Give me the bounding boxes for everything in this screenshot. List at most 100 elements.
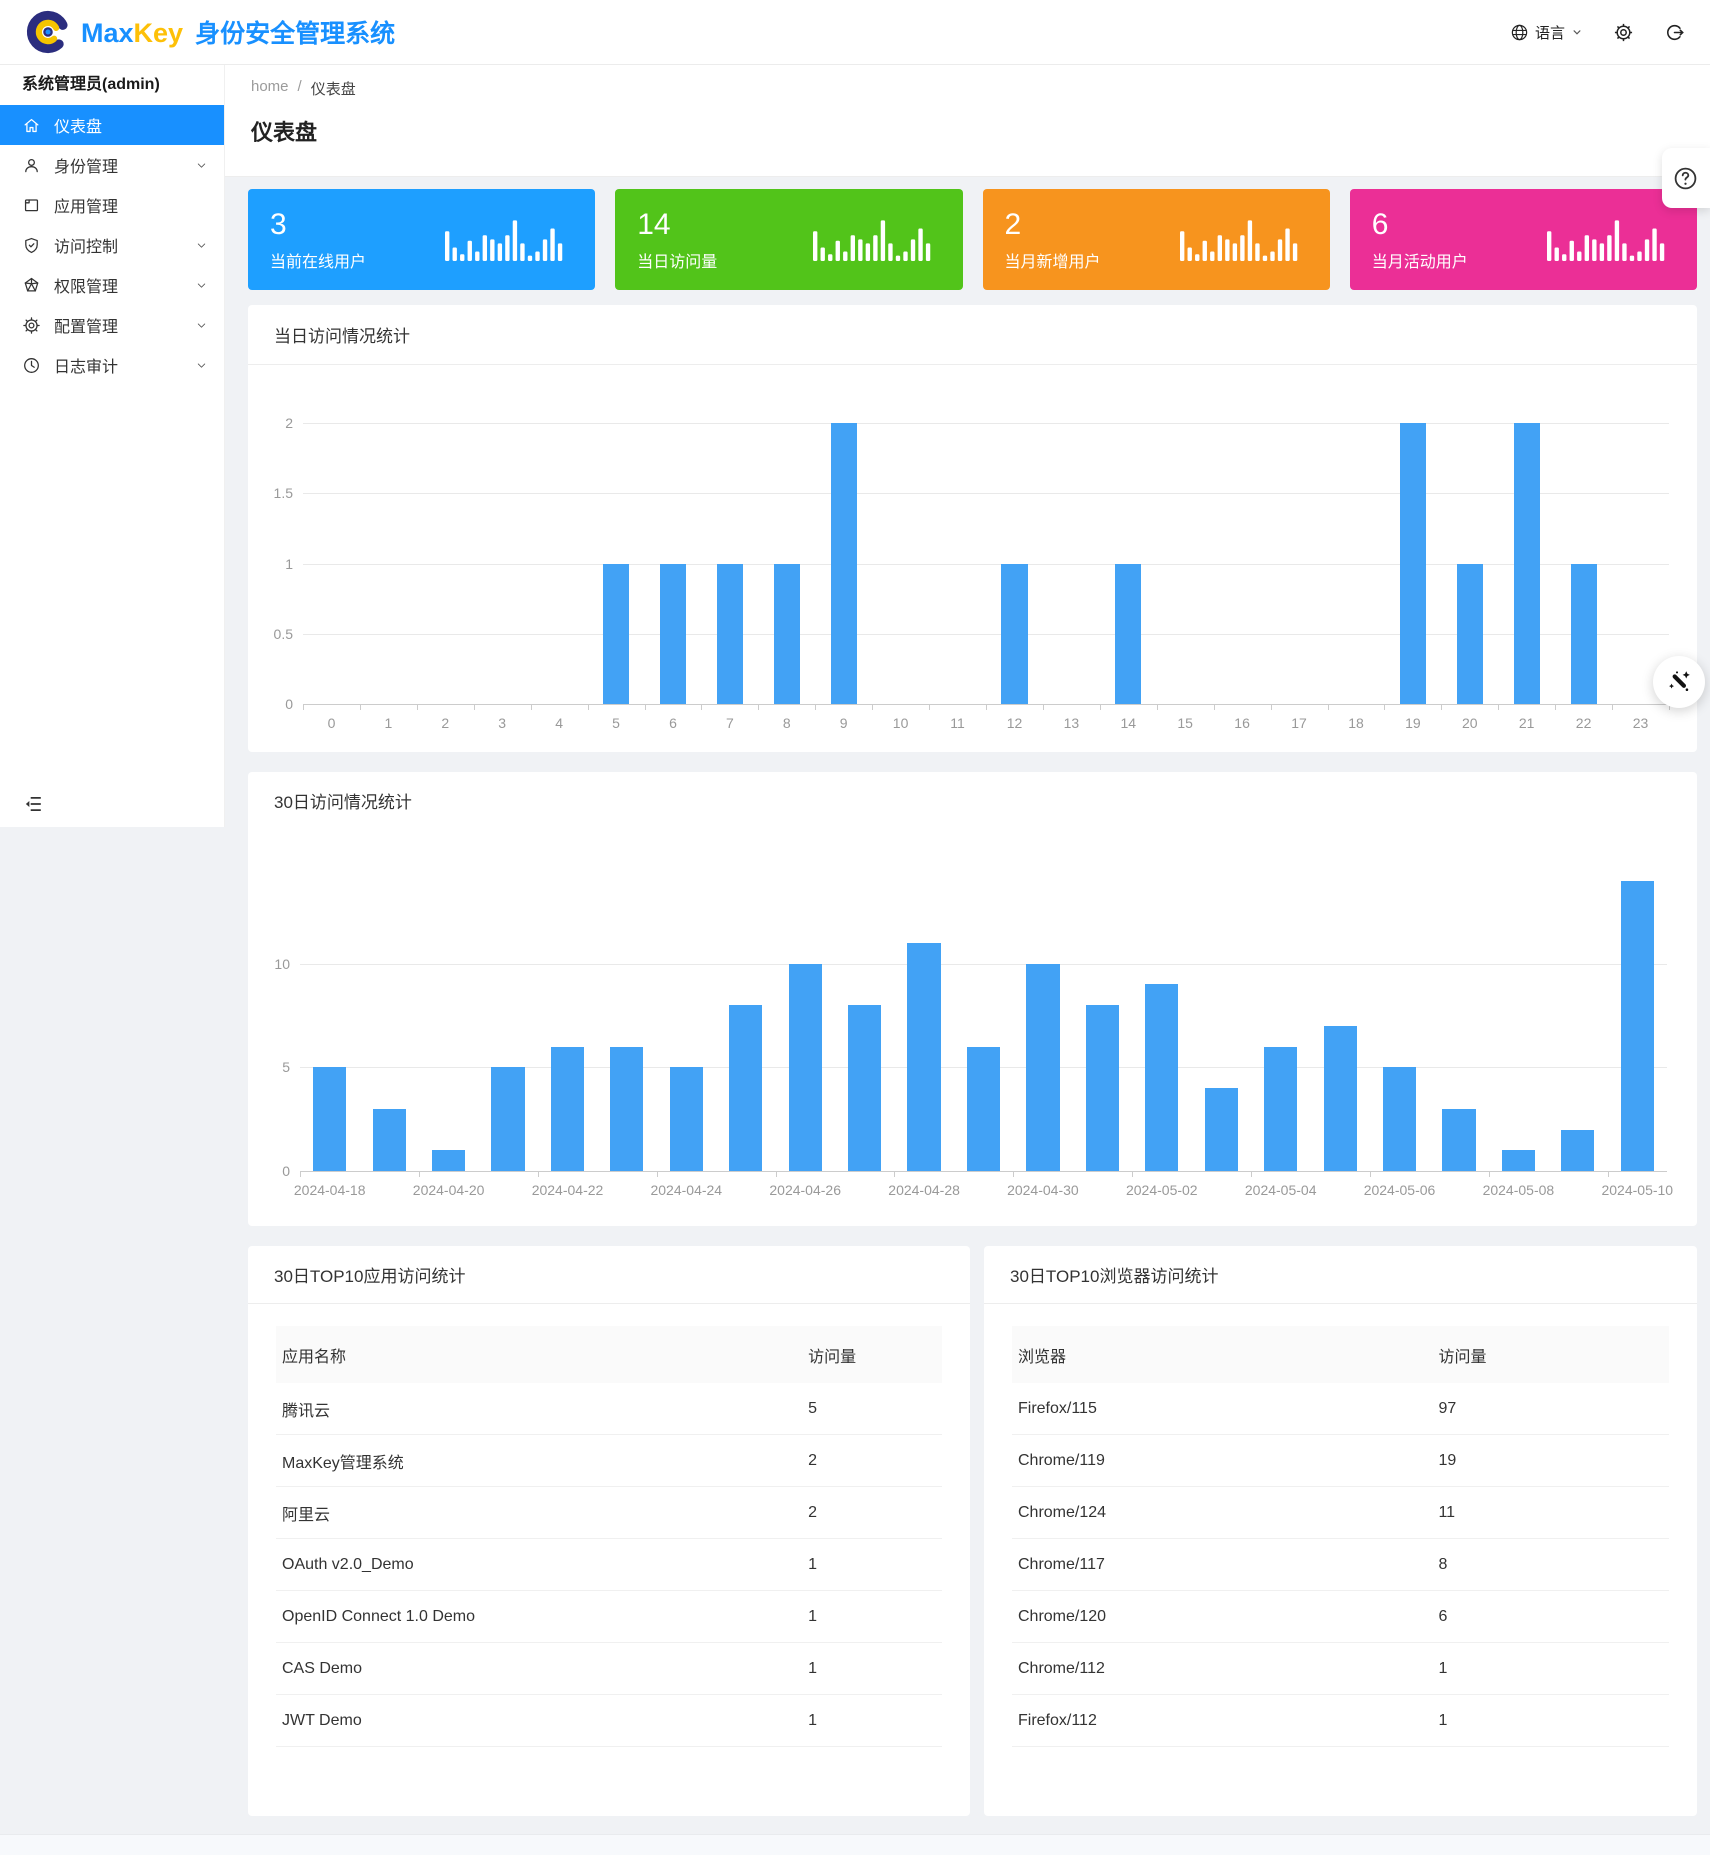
table-cell-name: 阿里云: [282, 1506, 331, 1524]
top-apps-panel: 30日TOP10应用访问统计 应用名称 访问量 腾讯云 5 MaxKey管理系统 2 阿里云…: [248, 1246, 970, 1816]
stat-card-label: 当月新增用户: [1004, 254, 1101, 271]
app-icon: [22, 196, 41, 215]
x-axis-tick: [537, 1172, 539, 1177]
sidebar-item-identity[interactable]: 身份管理: [0, 145, 224, 185]
table-cell-count: 6: [1438, 1607, 1448, 1625]
table-row: Chrome/117 8: [1012, 1539, 1669, 1591]
x-axis-tick-label: 5: [612, 715, 620, 731]
x-axis-tick-label: 2024-04-22: [531, 1182, 604, 1198]
app-header: Max Key 身份安全管理系统 语言: [0, 0, 1710, 65]
x-axis-tick-label: 14: [1120, 715, 1137, 731]
main-content: home / 仪表盘 仪表盘 3 当前在线用户 14 当日访问量 2 当月新增用户 6 当月活…: [225, 65, 1710, 1816]
top-browsers-panel-title: 30日TOP10浏览器访问统计: [984, 1246, 1697, 1304]
tables-row: 30日TOP10应用访问统计 应用名称 访问量 腾讯云 5 MaxKey管理系统 2 阿里云…: [248, 1246, 1697, 1816]
sidebar-item-access-control[interactable]: 访问控制: [0, 225, 224, 265]
theme-wand-button[interactable]: [1653, 656, 1705, 708]
x-axis-tick-label: 2024-05-06: [1363, 1182, 1436, 1198]
x-axis-tick-label: 20: [1462, 715, 1478, 731]
x-axis-tick-label: 2024-04-28: [888, 1182, 960, 1198]
x-axis-tick-label: 3: [498, 715, 507, 731]
table-header-cell: 访问量: [1438, 1348, 1487, 1366]
chart-bar: [550, 1046, 585, 1171]
chart-bar: [773, 563, 800, 704]
x-axis-tick-label: 2024-05-08: [1482, 1182, 1555, 1198]
help-button[interactable]: [1662, 148, 1710, 208]
x-axis-tick-label: 6: [669, 715, 677, 731]
x-axis-tick: [473, 705, 475, 710]
x-axis-tick-label: 2024-04-18: [293, 1182, 366, 1198]
chart-bar: [907, 942, 941, 1171]
table-cell-count: 97: [1438, 1399, 1457, 1417]
x-axis-tick: [929, 705, 931, 710]
stat-card-value: 2: [1004, 208, 1022, 241]
breadcrumb-separator: /: [297, 78, 302, 95]
x-axis-tick: [775, 1172, 777, 1177]
x-axis-tick: [656, 1172, 658, 1177]
x-axis-line: [303, 704, 1669, 705]
table-header-row: 应用名称 访问量: [276, 1326, 942, 1383]
settings-gear-icon[interactable]: [1613, 22, 1634, 43]
table-row: MaxKey管理系统 2: [276, 1435, 942, 1487]
magic-wand-icon: [1669, 671, 1690, 691]
gridline: [300, 963, 1667, 965]
globe-icon: [1510, 23, 1529, 42]
gridline: [303, 633, 1669, 635]
table-row: 阿里云 2: [276, 1487, 942, 1539]
chart-bar: [1399, 423, 1426, 704]
stat-card-label: 当日访问量: [637, 254, 718, 271]
mini-bar-chart-icon: [445, 215, 565, 261]
brand-key: Key: [133, 18, 184, 48]
logout-icon[interactable]: [1664, 22, 1685, 43]
breadcrumb-home[interactable]: home: [251, 78, 289, 95]
x-axis-tick-label: 10: [892, 715, 909, 731]
chart-bar: [966, 1046, 1001, 1171]
x-axis-tick: [1013, 1172, 1015, 1177]
sidebar-item-label: 配置管理: [54, 319, 119, 336]
gem-icon: [22, 276, 41, 295]
stat-card-value: 6: [1371, 208, 1389, 241]
sidebar-item-label: 身份管理: [54, 159, 119, 176]
table-cell-count: 1: [808, 1607, 818, 1625]
table-cell-name: Chrome/112: [1018, 1659, 1105, 1677]
sidebar-item-permissions[interactable]: 权限管理: [0, 265, 224, 305]
table-cell-count: 11: [1438, 1503, 1456, 1521]
x-axis-tick-label: 18: [1348, 715, 1364, 731]
x-axis-tick: [1042, 705, 1044, 710]
table-cell-name: Firefox/112: [1018, 1711, 1097, 1729]
page-footer: [0, 1834, 1710, 1855]
brand: Max Key 身份安全管理系统: [81, 14, 395, 50]
sidebar-item-label: 仪表盘: [54, 119, 103, 136]
clock-icon: [22, 356, 41, 375]
question-circle-icon: [1674, 167, 1697, 189]
menu-fold-icon[interactable]: [22, 793, 44, 815]
x-axis-tick-label: 2024-04-26: [769, 1182, 841, 1198]
sidebar-item-config[interactable]: 配置管理: [0, 305, 224, 345]
sidebar-item-dashboard[interactable]: 仪表盘: [0, 105, 224, 145]
sidebar-item-apps[interactable]: 应用管理: [0, 185, 224, 225]
stat-card-2: 2 当月新增用户: [982, 189, 1330, 290]
x-axis-tick-label: 2024-05-10: [1601, 1182, 1674, 1198]
mini-bar-chart-icon: [1547, 215, 1667, 261]
x-axis-tick: [587, 705, 589, 710]
home-icon: [22, 116, 41, 135]
x-axis-tick-label: 11: [950, 715, 965, 731]
chart-bar: [372, 1108, 406, 1171]
language-menu[interactable]: 语言: [1510, 22, 1583, 43]
mini-bar-chart-icon: [1179, 215, 1300, 261]
table-cell-name: Chrome/120: [1018, 1607, 1107, 1625]
chart-bar: [659, 563, 687, 704]
x-axis-tick: [1156, 705, 1158, 710]
chart-bar: [1264, 1046, 1298, 1171]
user-icon: [22, 156, 41, 175]
stat-card-1: 14 当日访问量: [615, 189, 963, 290]
gridline: [303, 423, 1669, 424]
table-header-cell: 浏览器: [1018, 1348, 1067, 1366]
table-row: OpenID Connect 1.0 Demo 1: [276, 1591, 942, 1643]
x-axis-tick: [418, 1172, 420, 1177]
chart-bar: [1513, 423, 1540, 704]
sidebar-item-audit[interactable]: 日志审计: [0, 345, 224, 385]
chart-bar: [1115, 563, 1142, 704]
x-axis-tick: [1498, 705, 1500, 710]
header-actions: 语言: [1510, 22, 1685, 43]
sidebar-item-label: 应用管理: [54, 199, 119, 216]
